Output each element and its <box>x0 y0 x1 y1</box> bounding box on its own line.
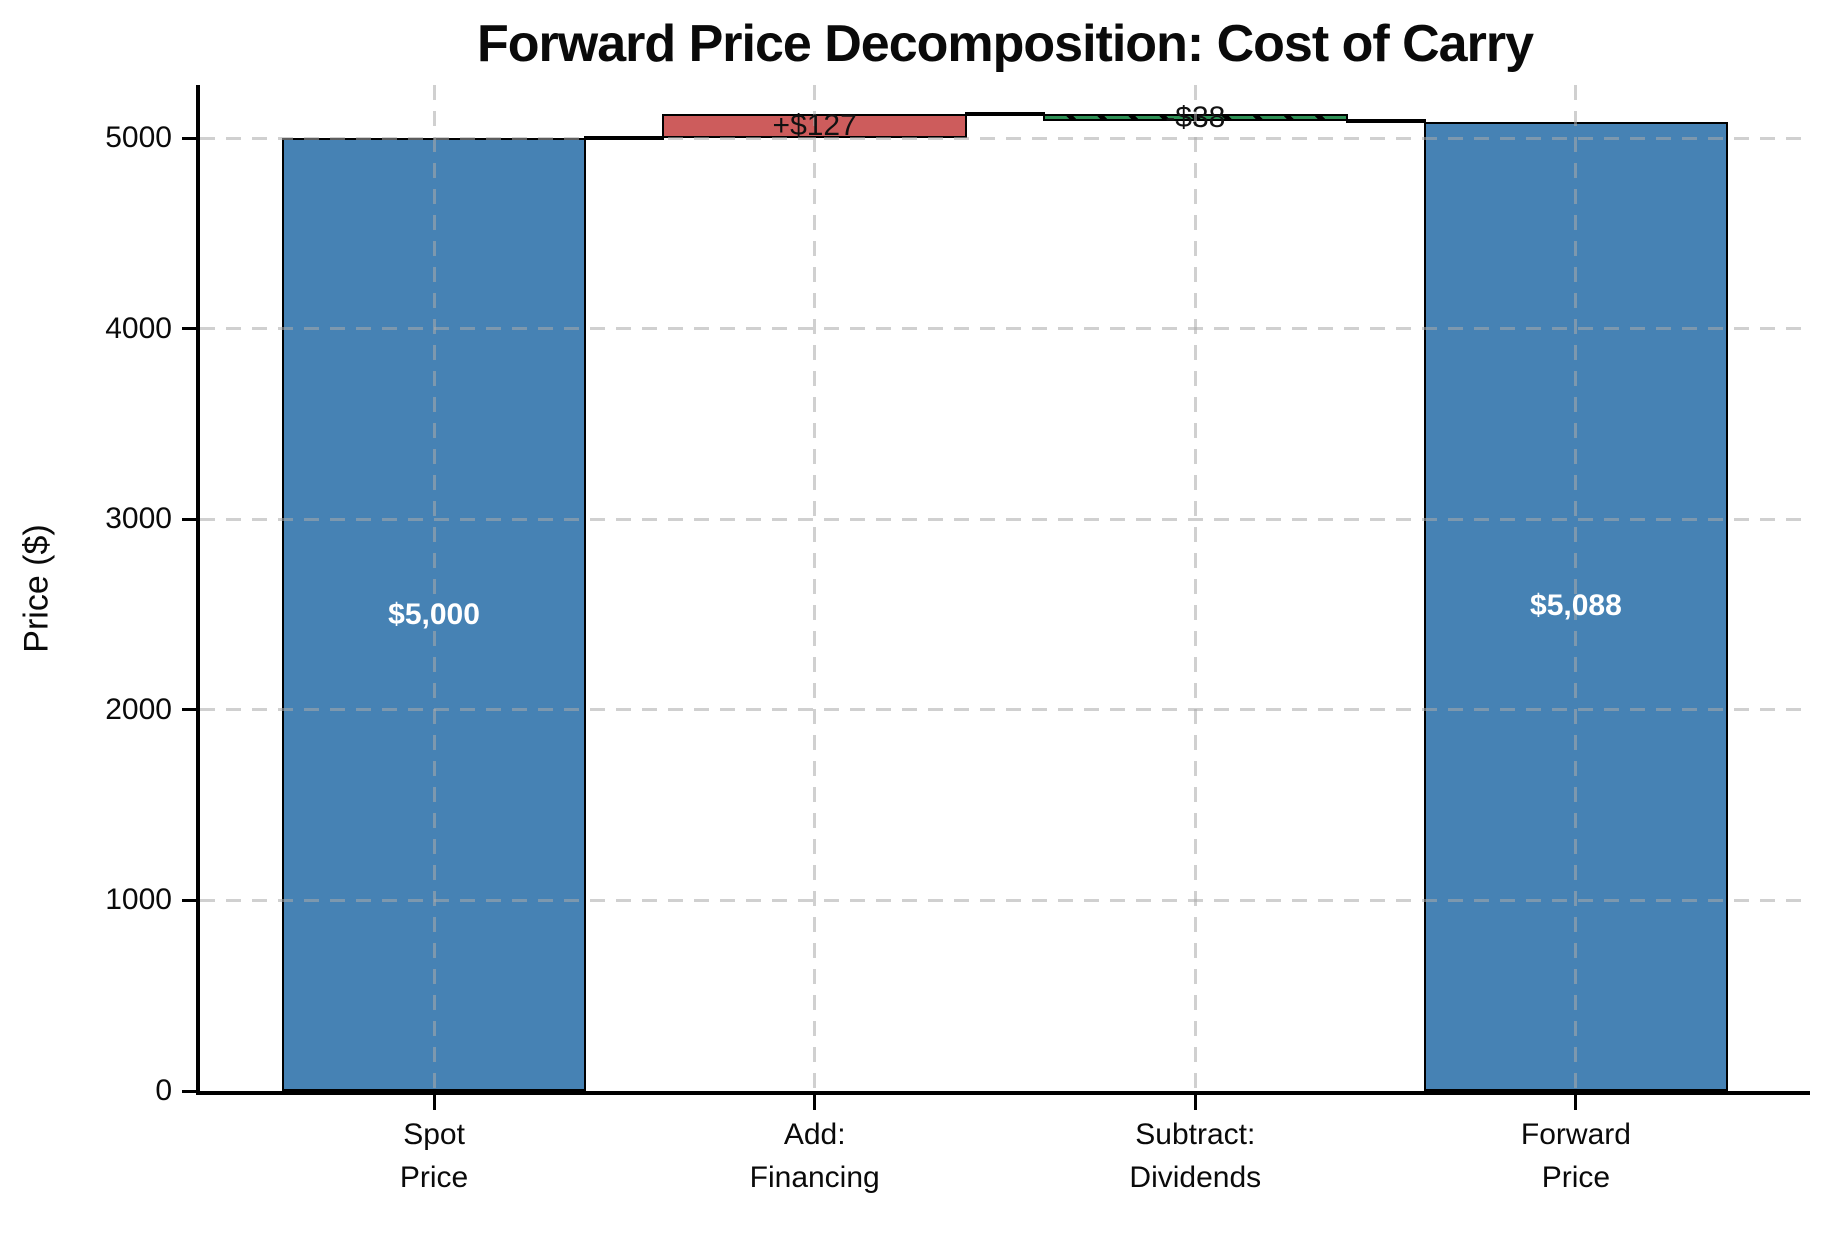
y-axis-label-text: Price ($) <box>17 523 56 653</box>
x-tick-label-line: Forward <box>1520 1118 1631 1151</box>
x-tick-3 <box>1574 1095 1578 1110</box>
x-tick-label-line: Subtract: <box>1135 1118 1256 1151</box>
y-tick-4000 <box>182 327 196 331</box>
x-tick-label-line: Price <box>1541 1161 1611 1194</box>
gridline-y-5000 <box>200 136 1810 140</box>
bar-value-label-add-financing: +$127 <box>772 109 857 143</box>
x-tick-label-2: Subtract: Dividends <box>995 1113 1395 1199</box>
y-tick-label-3000: 3000 <box>105 502 172 536</box>
gridline-y-3000 <box>200 517 1810 521</box>
waterfall-connector-2 <box>1345 119 1426 124</box>
x-tick-0 <box>432 1095 436 1110</box>
gridline-x-3 <box>1574 85 1578 1091</box>
y-tick-5000 <box>182 136 196 140</box>
gridline-y-2000 <box>200 708 1810 712</box>
x-tick-label-line: Add: <box>783 1118 846 1151</box>
y-tick-label-5000: 5000 <box>105 121 172 155</box>
gridline-x-1 <box>813 85 817 1091</box>
x-tick-label-0: Spot Price <box>234 1113 634 1199</box>
x-tick-2 <box>1193 1095 1197 1110</box>
x-tick-label-line: Dividends <box>1129 1161 1262 1194</box>
bar-value-label-forward-price: $5,088 <box>1530 589 1622 623</box>
y-tick-3000 <box>182 517 196 521</box>
y-axis-spine <box>196 85 200 1095</box>
x-tick-1 <box>813 1095 817 1110</box>
x-tick-label-3: Forward Price <box>1376 1113 1776 1199</box>
gridline-y-1000 <box>200 898 1810 902</box>
gridline-y-4000 <box>200 327 1810 331</box>
plot-area: $5,000 +$127 -$38 $5,088 <box>200 85 1810 1091</box>
x-tick-label-line: Spot <box>403 1118 465 1151</box>
y-axis-label: Price ($) <box>8 85 66 1091</box>
y-tick-label-1000: 1000 <box>105 883 172 917</box>
chart-title: Forward Price Decomposition: Cost of Car… <box>477 15 1534 73</box>
y-tick-label-4000: 4000 <box>105 311 172 345</box>
y-tick-0 <box>182 1089 196 1093</box>
x-tick-label-line: Price <box>399 1161 469 1194</box>
bar-value-label-subtract-dividends: -$38 <box>1165 100 1226 134</box>
y-tick-1000 <box>182 898 196 902</box>
waterfall-connector-0 <box>584 136 665 141</box>
y-tick-2000 <box>182 708 196 712</box>
y-tick-label-2000: 2000 <box>105 692 172 726</box>
y-tick-label-0: 0 <box>155 1074 172 1107</box>
x-tick-label-line: Financing <box>749 1161 880 1194</box>
gridline-x-2 <box>1193 85 1197 1091</box>
bar-value-label-spot-price: $5,000 <box>388 597 480 631</box>
waterfall-connector-1 <box>964 112 1046 117</box>
x-axis-spine <box>196 1091 1810 1095</box>
x-tick-label-1: Add: Financing <box>615 1113 1015 1199</box>
gridline-x-0 <box>432 85 436 1091</box>
